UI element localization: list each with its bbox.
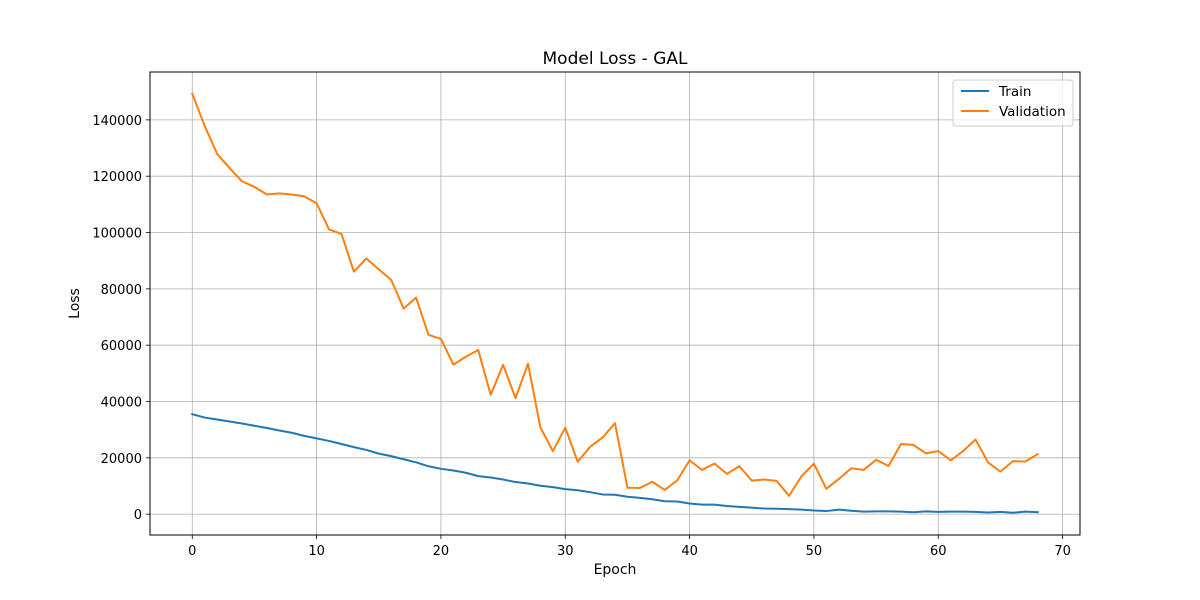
legend-label-validation: Validation (999, 104, 1066, 120)
series-lines (190, 92, 1040, 514)
y-tick-label: 60000 (101, 339, 142, 354)
x-tick-label: 10 (308, 544, 325, 559)
y-tick-label: 140000 (92, 114, 142, 129)
grid-lines (150, 72, 1080, 535)
legend: Train Validation (952, 79, 1074, 127)
x-tick-label: 70 (1054, 544, 1071, 559)
plot-frame (149, 71, 1081, 536)
axis-ticks: 0 10 20 30 40 50 60 70 0 20000 40000 60000 80000 1000… (92, 114, 1071, 559)
y-tick-label: 80000 (101, 283, 142, 298)
y-axis-label: Loss (67, 288, 83, 319)
y-tick-label: 120000 (92, 170, 142, 185)
x-tick-label: 30 (557, 544, 574, 559)
series-line-validation (190, 92, 1040, 497)
x-tick-label: 60 (930, 544, 947, 559)
y-tick-label: 20000 (101, 452, 142, 467)
y-tick-label: 0 (134, 508, 142, 523)
x-tick-label: 50 (806, 544, 823, 559)
legend-label-train: Train (998, 84, 1031, 100)
x-tick-label: 40 (681, 544, 698, 559)
y-tick-label: 100000 (92, 227, 142, 242)
y-tick-label: 40000 (101, 396, 142, 411)
x-tick-label: 20 (433, 544, 450, 559)
series-line-train (191, 412, 1039, 514)
x-tick-label: 0 (188, 544, 196, 559)
chart-title: Model Loss - GAL (543, 49, 688, 69)
x-axis-label: Epoch (594, 562, 637, 578)
